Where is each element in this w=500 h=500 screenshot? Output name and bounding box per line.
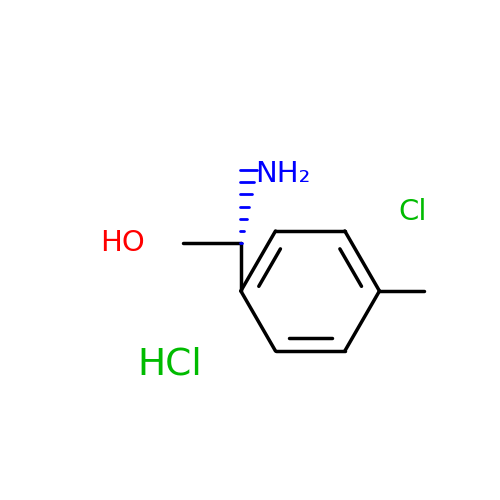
Text: NH₂: NH₂ bbox=[254, 160, 310, 188]
Text: HCl: HCl bbox=[137, 346, 202, 382]
Text: HO: HO bbox=[100, 230, 144, 258]
Text: Cl: Cl bbox=[398, 198, 427, 226]
